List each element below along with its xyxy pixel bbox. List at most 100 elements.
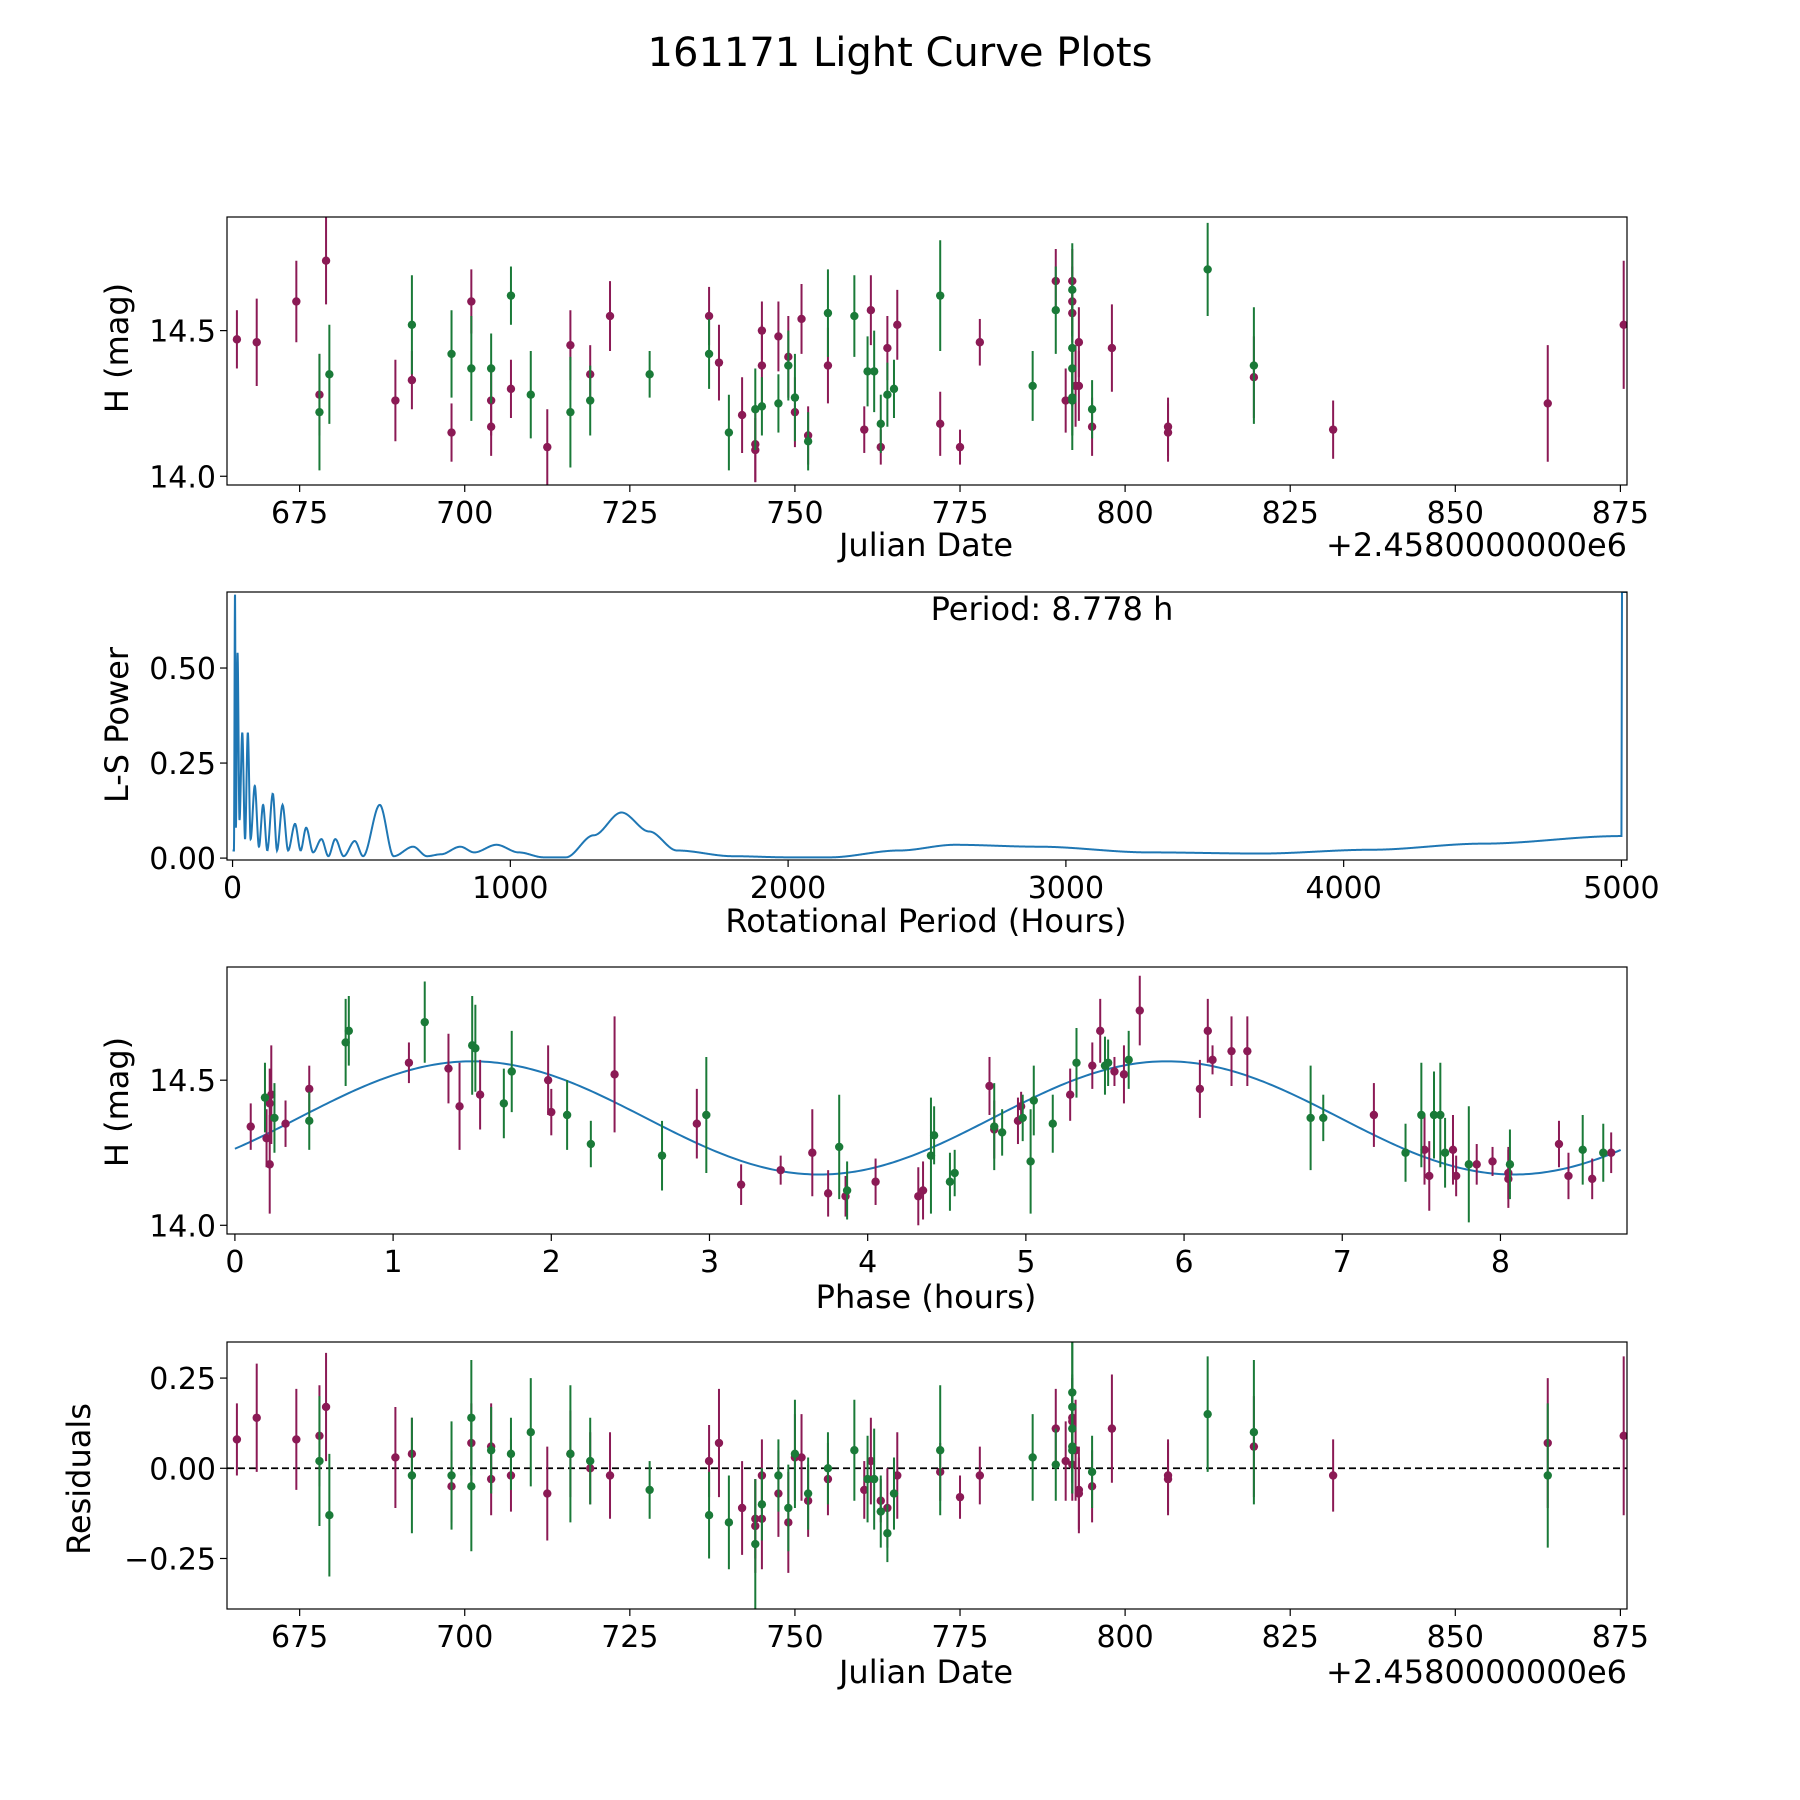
phased-data-point [586, 1139, 596, 1149]
residuals-data-point [1249, 1428, 1259, 1437]
phased-ytick-label: 14.0 [149, 1209, 216, 1244]
residuals-data-point [1543, 1471, 1552, 1480]
phased-data-point [444, 1064, 453, 1073]
periodogram-xtick-label: 5000 [1583, 871, 1659, 906]
lightcurve-data-point [467, 364, 476, 373]
phased-data-point [692, 1119, 702, 1128]
periodogram-ytick-label: 0.25 [149, 747, 216, 782]
residuals-data-point [321, 1402, 331, 1412]
lightcurve-data-point [704, 311, 714, 321]
lightcurve-data-point [823, 308, 833, 318]
residuals-xtick-label: 750 [766, 1620, 823, 1655]
phased-data-point [702, 1110, 711, 1120]
phased-data-point [657, 1151, 667, 1160]
lightcurve-offset-label: +2.4580000000e6 [1326, 526, 1627, 564]
periodogram-xtick-label: 1000 [472, 871, 548, 906]
lightcurve-data-point [645, 370, 654, 379]
periodogram-ytick-label: 0.00 [149, 842, 216, 877]
lightcurve-data-point [506, 384, 516, 394]
phased-data-point [455, 1102, 464, 1111]
lightcurve-data-point [586, 396, 595, 405]
lightcurve-data-point [605, 311, 615, 321]
phased-data-point [1319, 1113, 1328, 1123]
lightcurve-data-point [1087, 405, 1097, 414]
residuals-data-point [869, 1474, 879, 1484]
residuals-data-point [823, 1464, 833, 1473]
phased-xtick-label: 4 [858, 1245, 877, 1280]
lightcurve-data-point [467, 297, 476, 306]
residuals-data-point [1107, 1424, 1117, 1433]
phased-axes-frame [226, 966, 1628, 1235]
phased-data-point [950, 1168, 959, 1178]
residuals-data-point [1068, 1424, 1077, 1433]
lightcurve-data-point [866, 306, 876, 315]
phased-data-point [1018, 1113, 1027, 1123]
periodogram-curve [232, 592, 1627, 859]
lightcurve-data-point [883, 390, 892, 399]
residuals-data-point [757, 1500, 767, 1509]
phased-data-point [543, 1075, 553, 1085]
residuals-data-point [797, 1453, 806, 1462]
residuals-xtick-label: 725 [601, 1620, 658, 1655]
lightcurve-data-point [724, 428, 734, 437]
phased-data-point [1065, 1090, 1075, 1099]
residuals-data-point [1163, 1474, 1173, 1484]
lightcurve-data-point [1051, 306, 1060, 315]
lightcurve-data-point [823, 361, 833, 370]
phased-data-point [1048, 1119, 1057, 1128]
lightcurve-data-point [869, 367, 879, 376]
periodogram-xtick-label: 3000 [1028, 871, 1104, 906]
lightcurve-data-point [850, 311, 859, 321]
phased-data-point [404, 1058, 414, 1067]
lightcurve-data-point [325, 370, 334, 379]
lightcurve-ytick-label: 14.5 [149, 315, 216, 350]
phased-data-point [1436, 1110, 1445, 1120]
residuals-data-point [975, 1471, 985, 1480]
residuals-data-point [325, 1510, 334, 1520]
phased-data-point [305, 1116, 314, 1126]
phased-data-point [499, 1099, 509, 1108]
phased-xtick-label: 5 [1016, 1245, 1035, 1280]
phased-data-point [420, 1017, 429, 1027]
lightcurve-data-point [566, 407, 575, 417]
lightcurve-data-point [704, 349, 714, 359]
residuals-ytick-label: 0.00 [149, 1452, 216, 1487]
phased-data-point [1440, 1148, 1450, 1157]
lightcurve-xtick-label: 700 [436, 496, 493, 531]
phased-xtick-label: 0 [225, 1245, 244, 1280]
phased-xtick-label: 6 [1175, 1245, 1194, 1280]
lightcurve-xtick-label: 675 [271, 496, 328, 531]
periodogram-panel: Rotational Period (Hours) L-S Power Peri… [98, 590, 1660, 940]
residuals-data-point [784, 1503, 793, 1513]
phased-data-point [610, 1070, 619, 1079]
phased-data-point [1587, 1174, 1597, 1184]
phased-xtick-label: 1 [384, 1245, 403, 1280]
residuals-data-point [586, 1456, 595, 1466]
phased-data-point [471, 1044, 480, 1053]
phased-data-point [1401, 1148, 1410, 1157]
lightcurve-data-point [797, 314, 806, 324]
phased-data-point [1029, 1096, 1038, 1105]
periodogram-ylabel: L-S Power [98, 646, 136, 803]
phased-data-point [926, 1151, 936, 1160]
residuals-data-point [467, 1413, 476, 1422]
lightcurve-data-point [321, 256, 331, 265]
phased-data-point [305, 1084, 314, 1094]
lightcurve-data-point [1107, 343, 1117, 353]
residuals-ytick-label: 0.25 [149, 1362, 216, 1397]
phased-data-point [997, 1128, 1007, 1137]
phased-data-point [1088, 1061, 1097, 1070]
phased-data-point [1606, 1148, 1616, 1157]
residuals-data-point [866, 1456, 876, 1466]
lightcurve-data-point [566, 340, 575, 350]
phased-data-point [1505, 1160, 1515, 1169]
phased-data-point [1429, 1110, 1439, 1120]
phased-data-point [1203, 1026, 1212, 1036]
lightcurve-data-point [1068, 285, 1077, 295]
phased-data-point [736, 1180, 746, 1189]
residuals-xtick-label: 675 [271, 1620, 328, 1655]
phased-data-point [1504, 1168, 1513, 1178]
phased-data-point [270, 1113, 279, 1123]
residuals-axes-frame [226, 1341, 1628, 1610]
phased-data-point [1119, 1070, 1129, 1079]
